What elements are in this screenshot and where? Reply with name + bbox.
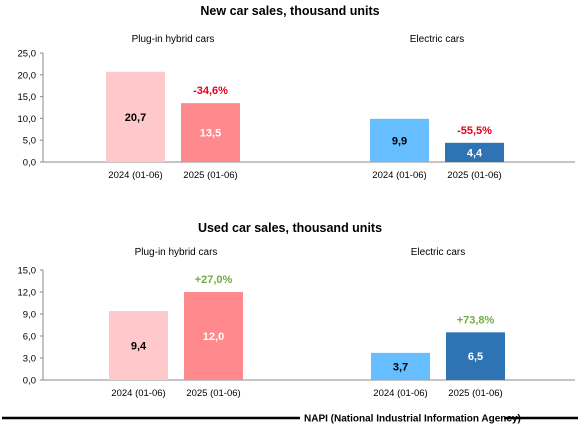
bar-value-label: 4,4 bbox=[467, 147, 483, 159]
group-label: Plug-in hybrid cars bbox=[132, 34, 215, 45]
bar bbox=[370, 118, 429, 162]
y-tick-label: 12,0 bbox=[18, 288, 37, 299]
x-tick-label: 2025 (01-06) bbox=[448, 388, 502, 399]
bar bbox=[371, 352, 430, 380]
chart-title: Used car sales, thousand units bbox=[198, 221, 382, 235]
bar bbox=[181, 103, 240, 162]
x-tick-label: 2024 (01-06) bbox=[373, 388, 427, 399]
change-annotation: -55,5% bbox=[457, 125, 492, 137]
bar bbox=[445, 142, 504, 162]
group-label: Electric cars bbox=[411, 247, 465, 258]
bar-value-label: 12,0 bbox=[203, 331, 224, 343]
y-tick-label: 10,0 bbox=[18, 114, 37, 125]
y-tick-label: 25,0 bbox=[18, 49, 37, 60]
group-label: Plug-in hybrid cars bbox=[135, 247, 218, 258]
bar-value-label: 9,4 bbox=[131, 341, 147, 353]
source-note: NAPI (National Industrial Information Ag… bbox=[304, 414, 521, 425]
y-tick-label: 15,0 bbox=[18, 92, 37, 103]
bar-value-label: 3,7 bbox=[393, 361, 408, 373]
x-tick-label: 2025 (01-06) bbox=[447, 170, 501, 181]
change-annotation: -34,6% bbox=[193, 85, 228, 97]
chart-title: New car sales, thousand units bbox=[200, 4, 379, 18]
y-tick-label: 9,0 bbox=[23, 310, 36, 321]
bar bbox=[106, 71, 165, 162]
x-tick-label: 2025 (01-06) bbox=[183, 170, 237, 181]
bar bbox=[109, 311, 168, 380]
y-tick-label: 6,0 bbox=[23, 332, 36, 343]
bar-value-label: 13,5 bbox=[200, 128, 221, 140]
x-tick-label: 2025 (01-06) bbox=[186, 388, 240, 399]
y-tick-label: 15,0 bbox=[18, 266, 37, 277]
x-tick-label: 2024 (01-06) bbox=[111, 388, 165, 399]
y-tick-label: 3,0 bbox=[23, 354, 36, 365]
y-tick-label: 0,0 bbox=[23, 158, 36, 169]
bar-value-label: 9,9 bbox=[392, 135, 407, 147]
bar bbox=[446, 332, 505, 380]
bar-value-label: 6,5 bbox=[468, 351, 483, 363]
y-tick-label: 20,0 bbox=[18, 70, 37, 81]
y-tick-label: 0,0 bbox=[23, 376, 36, 387]
x-tick-label: 2024 (01-06) bbox=[108, 170, 162, 181]
y-tick-label: 5,0 bbox=[23, 136, 36, 147]
change-annotation: +27,0% bbox=[195, 274, 233, 286]
group-label: Electric cars bbox=[410, 34, 464, 45]
x-tick-label: 2024 (01-06) bbox=[372, 170, 426, 181]
bar bbox=[184, 292, 243, 380]
bar-value-label: 20,7 bbox=[125, 112, 146, 124]
change-annotation: +73,8% bbox=[457, 314, 495, 326]
